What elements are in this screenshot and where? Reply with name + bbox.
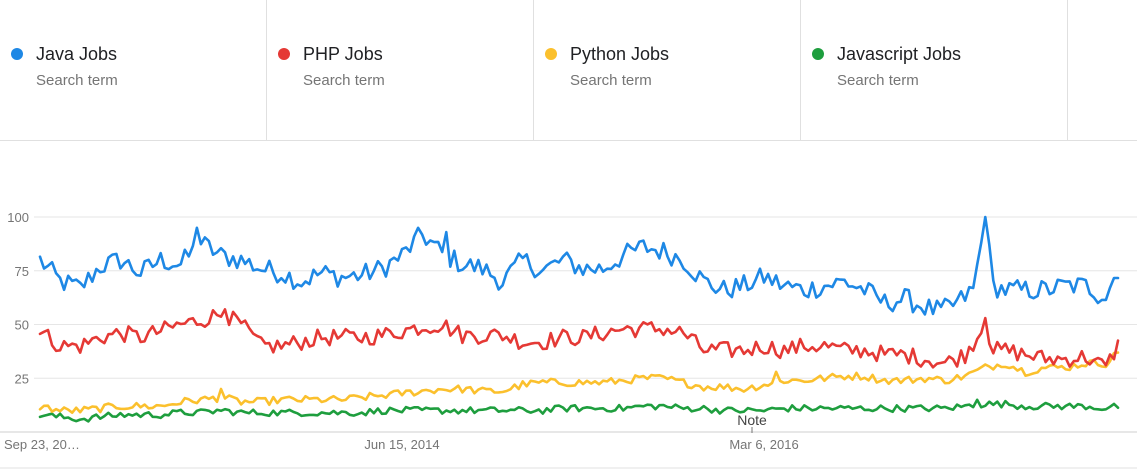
term-java-name: Java Jobs: [36, 44, 118, 64]
python-color-dot: [545, 48, 557, 60]
note-label: Note: [737, 412, 767, 428]
x-tick-label-0: Sep 23, 20…: [4, 437, 80, 452]
x-tick-label-1: Jun 15, 2014: [364, 437, 439, 452]
javascript-color-dot: [812, 48, 824, 60]
term-python-name: Python Jobs: [570, 44, 670, 64]
series-line-java-jobs: [38, 215, 1120, 316]
term-java-sub: Search term: [36, 72, 118, 89]
series-line-javascript-jobs: [38, 398, 1120, 423]
term-javascript-name: Javascript Jobs: [837, 44, 962, 64]
add-term-slot[interactable]: [1068, 0, 1137, 140]
term-java[interactable]: Java Jobs Search term: [0, 0, 267, 140]
term-python-sub: Search term: [570, 72, 652, 89]
legend-bar: Java Jobs Search term PHP Jobs Search te…: [0, 0, 1137, 141]
term-javascript[interactable]: Javascript Jobs Search term: [801, 0, 1068, 140]
term-php-sub: Search term: [303, 72, 385, 89]
y-tick-label-25: 25: [15, 371, 29, 386]
x-tick-label-2: Mar 6, 2016: [729, 437, 798, 452]
term-javascript-sub: Search term: [837, 72, 919, 89]
y-tick-label-50: 50: [15, 318, 29, 333]
series-line-php-jobs: [38, 308, 1120, 369]
y-tick-label-75: 75: [15, 264, 29, 279]
term-python[interactable]: Python Jobs Search term: [534, 0, 801, 140]
trend-chart: 25 50 75 100 Sep 23, 20… Jun 15, 2014 Mar 6, 2…: [0, 210, 1137, 469]
java-color-dot: [11, 48, 23, 60]
series-line-python-jobs: [38, 351, 1120, 415]
term-php[interactable]: PHP Jobs Search term: [267, 0, 534, 140]
y-tick-label-100: 100: [7, 210, 29, 225]
php-color-dot: [278, 48, 290, 60]
term-php-name: PHP Jobs: [303, 44, 383, 64]
